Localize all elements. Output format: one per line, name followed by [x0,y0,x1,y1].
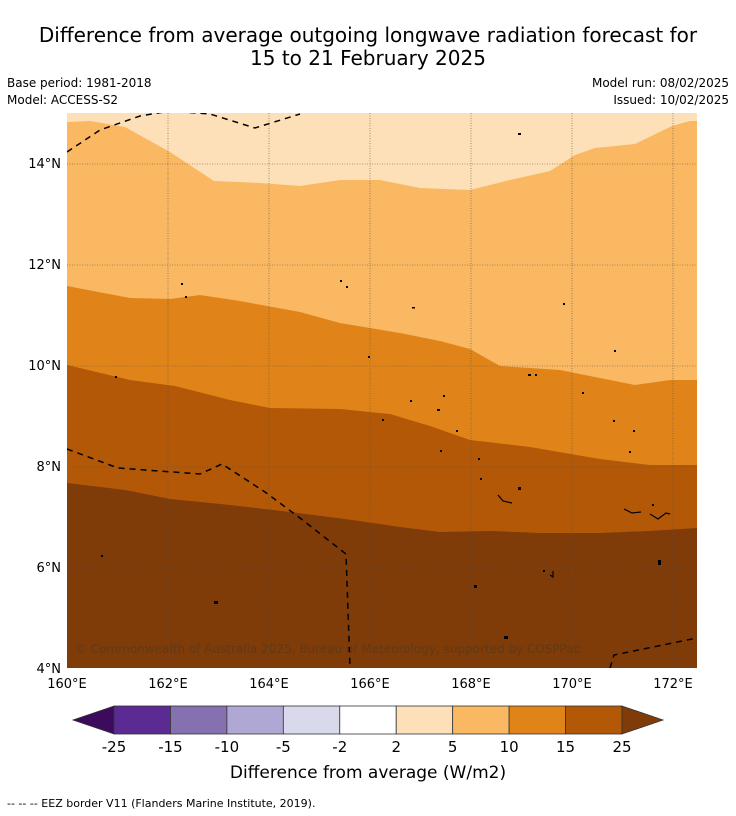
colorbar-extend-high [621,705,665,735]
colorbar-segment [395,705,454,735]
lat-tick-10n: 10°N [28,359,61,374]
band-2-to-5 [67,113,697,190]
colorbar-extend-low [71,705,115,735]
colorbar-tick-label: 25 [612,738,631,756]
plot-area: © Commonwealth of Australia 2025, Bureau… [67,113,697,668]
eez-border-lines [67,113,697,668]
model-run-label: Model run: 08/02/2025 [591,76,729,90]
eez-legend-text: -- -- -- EEZ border V11 (Flanders Marine… [7,797,316,810]
colorbar-tick-label: 10 [500,738,519,756]
issued-label: Issued: 10/02/2025 [613,93,729,107]
lon-tick-170e: 170°E [552,677,592,692]
colorbar-tick-label: -10 [215,738,240,756]
colorbar-segment [452,705,510,735]
colorbar-segment [113,705,171,735]
colorbar-tick-label: 15 [556,738,575,756]
lon-tick-166e: 166°E [350,677,390,692]
colorbar-segment [226,705,284,735]
base-period-label: Base period: 1981-2018 [7,76,152,90]
atoll-outlines [497,494,671,579]
map-title-line1: Difference from average outgoing longwav… [38,23,698,47]
map-title-line2: 15 to 21 February 2025 [250,46,486,70]
lon-tick-160e: 160°E [47,677,87,692]
colorbar-segment [565,705,623,735]
lon-tick-168e: 168°E [451,677,491,692]
colorbar-tick-label: 5 [448,738,458,756]
copyright-text: © Commonwealth of Australia 2025, Bureau… [75,642,580,656]
longitude-tick-labels: 160°E 162°E 164°E 166°E 168°E 170°E 172°… [47,677,693,692]
colorbar-segment [508,705,566,735]
colorbar-segment [170,705,228,735]
colorbar-tick-label: -2 [332,738,347,756]
lon-tick-172e: 172°E [653,677,693,692]
model-label: Model: ACCESS-S2 [7,93,119,107]
lon-tick-162e: 162°E [148,677,188,692]
colorbar-segment [282,705,341,735]
colorbar: -25 -15 -10 -5 -2 2 5 10 15 25 [71,705,665,756]
lat-tick-6n: 6°N [37,561,62,576]
lat-tick-12n: 12°N [28,258,61,273]
colorbar-tick-label: -25 [102,738,127,756]
colorbar-title: Difference from average (W/m2) [230,763,506,783]
island-markers [101,133,661,639]
latitude-tick-labels: 4°N 6°N 8°N 10°N 12°N 14°N [28,157,61,677]
colorbar-tick-label: -15 [158,738,183,756]
lat-tick-4n: 4°N [37,662,62,677]
lat-tick-8n: 8°N [37,460,62,475]
graticule [67,113,697,668]
colorbar-tick-label: -5 [276,738,291,756]
colorbar-tick-label: 2 [391,738,401,756]
lon-tick-164e: 164°E [249,677,289,692]
colorbar-segment [339,705,397,735]
lat-tick-14n: 14°N [28,157,61,172]
